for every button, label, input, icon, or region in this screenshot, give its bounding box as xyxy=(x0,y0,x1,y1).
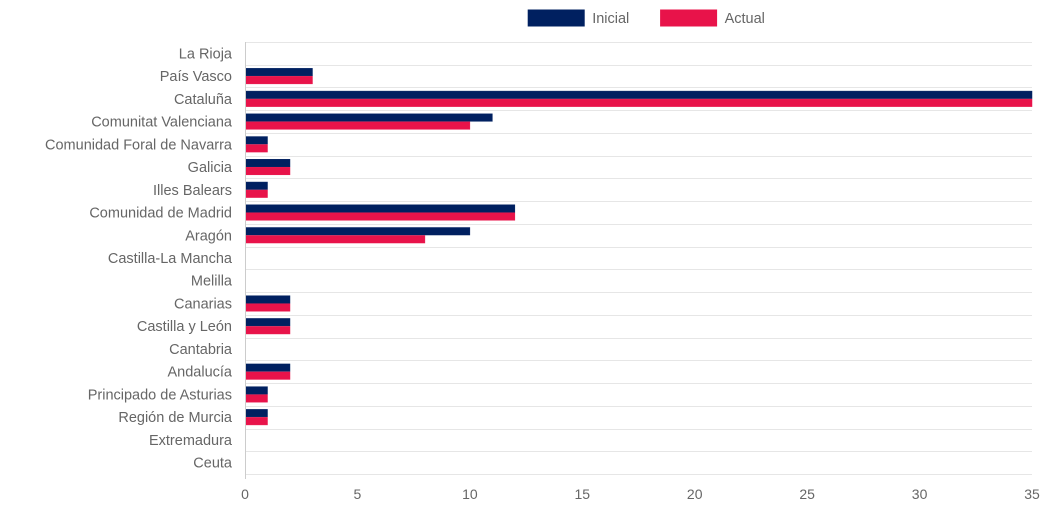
bar-inicial[interactable] xyxy=(245,409,268,418)
bar-actual[interactable] xyxy=(245,76,313,85)
category-label: Ceuta xyxy=(193,456,233,472)
bar-actual[interactable] xyxy=(245,98,1033,107)
legend-label-actual[interactable]: Actual xyxy=(725,11,765,27)
bar-actual[interactable] xyxy=(245,417,268,426)
category-label: Aragón xyxy=(185,228,232,244)
x-tick-label: 0 xyxy=(241,486,249,502)
bar-actual[interactable] xyxy=(245,371,291,380)
bar-actual[interactable] xyxy=(245,394,268,403)
x-tick-label: 30 xyxy=(912,486,928,502)
bar-actual[interactable] xyxy=(245,212,516,221)
category-label: Melilla xyxy=(191,274,233,290)
bar-actual[interactable] xyxy=(245,189,268,198)
category-label: Andalucía xyxy=(168,365,233,381)
x-tick-label: 35 xyxy=(1024,486,1040,502)
bar-actual[interactable] xyxy=(245,144,268,153)
bar-inicial[interactable] xyxy=(245,113,493,122)
category-label: Comunidad Foral de Navarra xyxy=(45,137,233,153)
bar-actual[interactable] xyxy=(245,326,291,335)
category-label: Cantabria xyxy=(169,342,233,358)
legend-swatch-inicial[interactable] xyxy=(526,8,586,28)
category-label: Extremadura xyxy=(149,433,233,449)
x-tick-label: 25 xyxy=(799,486,815,502)
x-tick-label: 15 xyxy=(574,486,590,502)
axes: La Rioja País Vasco Cataluña Comunitat Vale… xyxy=(45,42,1040,502)
bar-inicial[interactable] xyxy=(245,136,268,145)
bar-inicial[interactable] xyxy=(245,159,291,168)
bar-actual[interactable] xyxy=(245,235,426,244)
x-tick-label: 5 xyxy=(354,486,362,502)
legend[interactable]: Inicial Actual xyxy=(526,8,765,28)
bar-actual[interactable] xyxy=(245,167,291,176)
bar-inicial[interactable] xyxy=(245,386,268,395)
bar-inicial[interactable] xyxy=(245,68,313,77)
bar-inicial[interactable] xyxy=(245,204,516,213)
category-label: Región de Murcia xyxy=(118,410,233,426)
category-label: Principado de Asturias xyxy=(88,387,232,403)
category-label: Cataluña xyxy=(174,92,233,108)
category-label: Illes Balears xyxy=(153,183,232,199)
category-label: Galicia xyxy=(188,160,233,176)
category-label: Comunitat Valenciana xyxy=(91,115,233,131)
category-label: País Vasco xyxy=(160,69,232,85)
bars xyxy=(245,68,1033,426)
grid-lines xyxy=(245,42,1032,475)
bar-inicial[interactable] xyxy=(245,90,1033,99)
bar-inicial[interactable] xyxy=(245,363,291,372)
category-label: Castilla y León xyxy=(137,319,232,335)
bar-inicial[interactable] xyxy=(245,295,291,304)
legend-label-inicial[interactable]: Inicial xyxy=(592,11,629,27)
x-tick-label: 20 xyxy=(687,486,703,502)
category-label: Comunidad de Madrid xyxy=(89,206,232,222)
legend-swatch-actual[interactable] xyxy=(659,8,719,28)
bar-inicial[interactable] xyxy=(245,318,291,327)
bar-inicial[interactable] xyxy=(245,181,268,190)
bar-actual[interactable] xyxy=(245,121,471,130)
category-label: Castilla-La Mancha xyxy=(108,251,233,267)
bar-actual[interactable] xyxy=(245,303,291,312)
category-label: Canarias xyxy=(174,296,232,312)
bar-inicial[interactable] xyxy=(245,227,471,236)
x-tick-label: 10 xyxy=(462,486,478,502)
category-label: La Rioja xyxy=(179,46,233,62)
